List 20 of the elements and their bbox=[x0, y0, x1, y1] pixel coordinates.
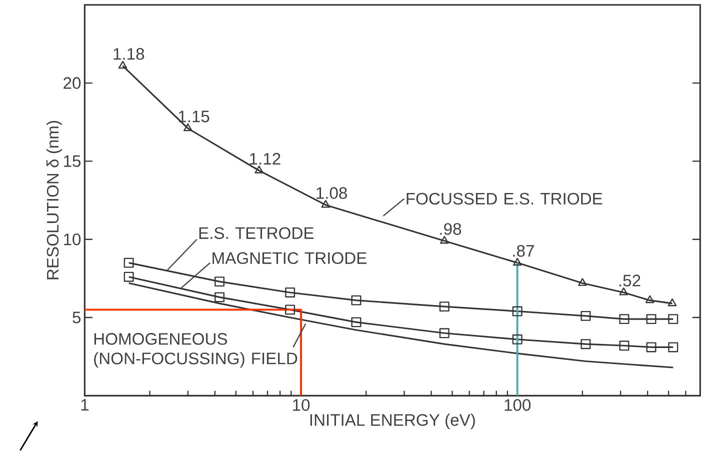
annotation: 1.18 bbox=[114, 48, 144, 60]
x-tick-label: 100 bbox=[504, 399, 531, 411]
x-tick-label: 1 bbox=[81, 399, 88, 410]
annotation: 1.15 bbox=[178, 110, 210, 122]
y-tick-label: 20 bbox=[64, 77, 81, 89]
annotation: 1.08 bbox=[316, 187, 347, 199]
y-tick-label: 15 bbox=[64, 155, 81, 167]
annotation: 1.12 bbox=[250, 152, 280, 164]
annotation: .87 bbox=[513, 244, 534, 257]
series-label: MAGNETIC TRIODE bbox=[212, 252, 366, 264]
y-axis-title: RESOLUTION δ (nm) bbox=[46, 120, 62, 280]
text: E.S. TETRODE bbox=[199, 227, 314, 239]
annotation: .52 bbox=[619, 274, 640, 286]
y-tick-label: 5 bbox=[72, 312, 81, 324]
x-tick-label: 10 bbox=[293, 399, 310, 411]
legend-label: FOCUSSED E.S. TRIODE bbox=[406, 192, 602, 204]
annotation: .98 bbox=[440, 222, 462, 235]
x-axis-title: INITIAL ENERGY (eV) bbox=[310, 414, 475, 430]
y-tick-label: 10 bbox=[64, 233, 81, 246]
series-label: HOMOGENEOUS (NON-FOCUSSING) FIELD bbox=[94, 332, 298, 368]
